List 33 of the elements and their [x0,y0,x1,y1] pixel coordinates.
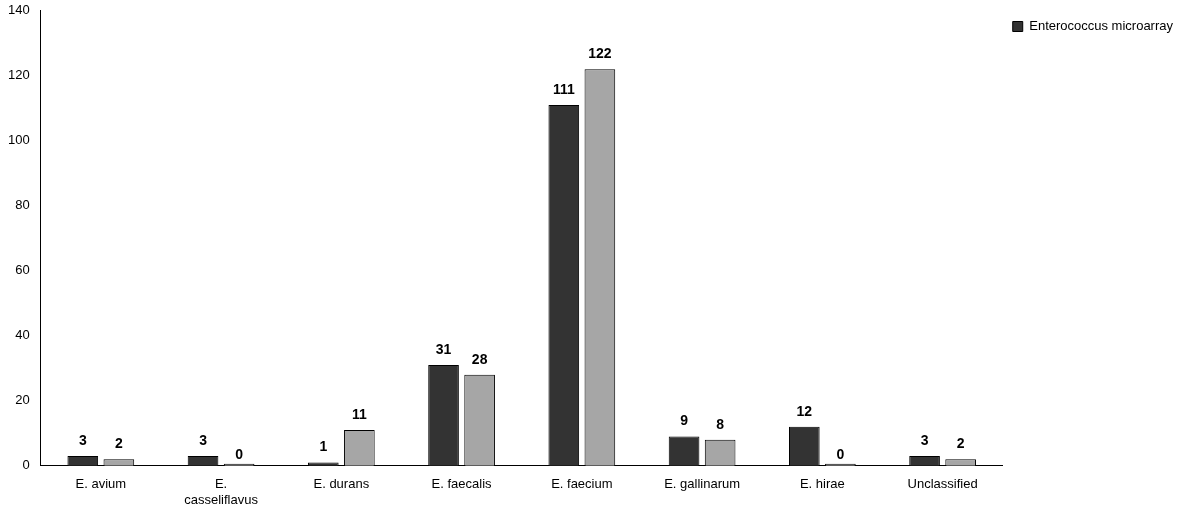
data-label: 12 [796,402,813,419]
x-tick-label: E. avium [75,476,127,492]
x-tick-label: E. faecium [551,476,613,492]
data-label: 111 [552,80,575,97]
y-tick-label: 20 [15,392,30,408]
data-label: 2 [956,435,965,452]
data-label: 0 [836,445,845,462]
y-tick-label: 80 [15,197,30,213]
data-label: 31 [435,340,452,357]
y-tick-label: 100 [7,132,30,148]
data-label: 1 [319,438,328,455]
data-label: 28 [471,350,488,367]
x-tick-label: E. casseliflavus [184,476,259,507]
data-label: 8 [716,415,725,432]
x-tick-label: E. faecalis [431,476,493,492]
data-label: 3 [199,431,208,448]
data-label: 0 [235,445,244,462]
legend-label: Enterococcus microarray [1029,18,1174,34]
data-label: 9 [680,412,689,429]
y-tick-label: 40 [15,327,30,343]
x-tick-label: E. hirae [799,476,845,492]
data-label: 3 [78,431,87,448]
x-tick-label: E. durans [313,476,370,492]
y-tick-label: 60 [15,262,30,278]
y-tick-label: 120 [7,67,30,83]
y-tick-label: 140 [7,2,30,18]
data-label: 2 [114,435,123,452]
x-tick-label: Unclassified [907,476,978,492]
x-tick-label: E. gallinarum [664,476,741,492]
data-label: 11 [351,405,367,422]
data-label: 3 [920,431,929,448]
data-label: 122 [588,45,612,62]
y-tick-label: 0 [22,457,30,473]
